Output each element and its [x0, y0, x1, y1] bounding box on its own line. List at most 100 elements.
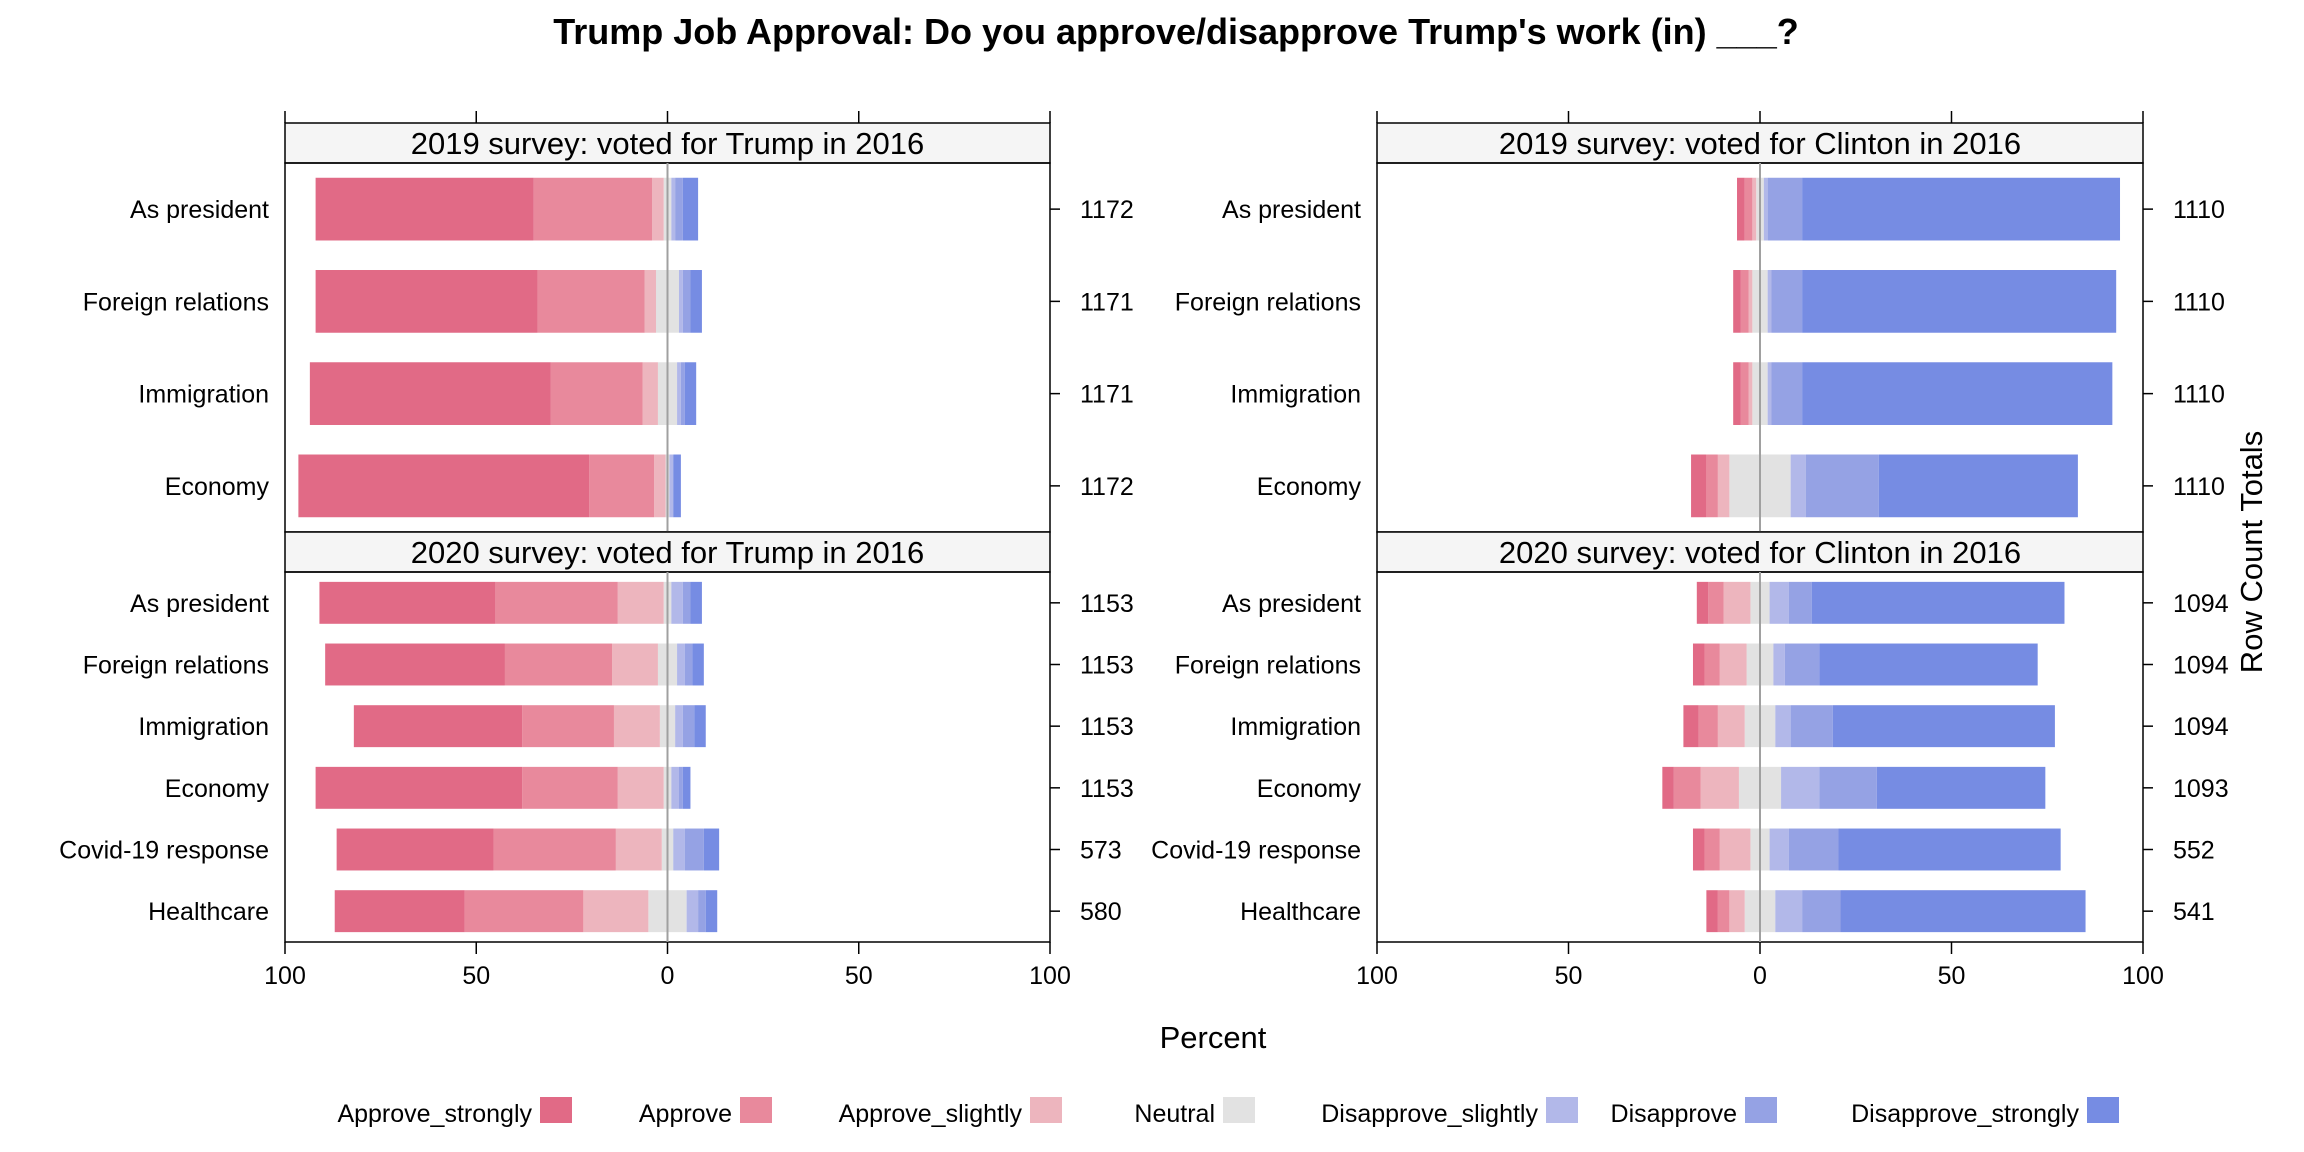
- x-tick-label: 50: [462, 962, 490, 990]
- bar-segment-approve-strongly: [1733, 362, 1741, 425]
- bar-segment-approve: [1740, 362, 1749, 425]
- bar-segment-approve: [550, 362, 643, 425]
- bar-segment-approve-strongly: [1733, 270, 1741, 333]
- bar-segment-disapprove-slightly: [1763, 177, 1768, 241]
- bar-segment-disapprove-strongly: [682, 766, 691, 809]
- bar-segment-disapprove: [1767, 177, 1803, 241]
- bar-segment-disapprove: [1788, 828, 1839, 871]
- bar-segment-disapprove-strongly: [690, 270, 702, 333]
- x-tick-label: 0: [661, 962, 675, 990]
- bar-segment-approve-strongly: [1692, 828, 1705, 871]
- bar-segment-disapprove-slightly: [1769, 828, 1789, 871]
- bar-segment-approve-slightly: [1719, 643, 1747, 686]
- panel-strip-label: 2020 survey: voted for Trump in 2016: [411, 535, 925, 570]
- bar-segment-approve: [1698, 705, 1718, 748]
- bar-segment-approve-slightly: [612, 643, 658, 686]
- bar-segment-approve-slightly: [613, 705, 660, 748]
- bar-segment-approve-slightly: [1752, 177, 1757, 241]
- bar-segment-approve-strongly: [334, 890, 465, 933]
- bar-segment-disapprove-strongly: [1878, 454, 2078, 518]
- bar-segment-approve-strongly: [1696, 581, 1709, 624]
- panel-1: 2019 survey: voted for Trump in 2016 As p…: [83, 111, 1134, 533]
- category-label: Covid-19 response: [59, 837, 269, 865]
- row-total-label: 573: [1080, 837, 1122, 865]
- bar-segment-disapprove-slightly: [686, 890, 699, 933]
- bar-segment-disapprove-slightly: [1769, 581, 1789, 624]
- row-total-label: 1171: [1080, 381, 1134, 409]
- bar-segment-approve: [1744, 177, 1753, 241]
- bar-segment-disapprove-strongly: [682, 177, 699, 241]
- panel-strip-label: 2019 survey: voted for Clinton in 2016: [1499, 126, 2021, 161]
- bar-segment-approve-strongly: [1662, 766, 1674, 809]
- bar-segment-disapprove-strongly: [1876, 766, 2046, 809]
- bar-segment-disapprove-strongly: [1838, 828, 2061, 871]
- bar-segment-approve: [1673, 766, 1701, 809]
- panels: 2019 survey: voted for Trump in 2016 As p…: [59, 111, 2229, 990]
- chart-title: Trump Job Approval: Do you approve/disap…: [553, 11, 1798, 52]
- legend-swatch: [740, 1097, 772, 1123]
- bar-segment-disapprove-slightly: [675, 705, 683, 748]
- category-label: Economy: [1257, 775, 1362, 803]
- x-tick-label: 100: [1356, 962, 1398, 990]
- bar-segment-approve: [537, 270, 645, 333]
- bar-segment-disapprove-slightly: [677, 362, 681, 425]
- x-axis-title: Percent: [1160, 1020, 1267, 1055]
- bar-segment-approve: [495, 581, 618, 624]
- category-label: Foreign relations: [83, 288, 269, 316]
- bar-segment-approve-slightly: [642, 362, 658, 425]
- legend-label: Disapprove: [1611, 1100, 1737, 1128]
- bar-segment-approve-strongly: [1683, 705, 1699, 748]
- bar-segment-approve-slightly: [583, 890, 649, 933]
- bar-segment-approve-strongly: [1737, 177, 1745, 241]
- legend-swatch: [1030, 1097, 1062, 1123]
- bar-segment-disapprove: [684, 828, 704, 871]
- row-total-label: 1172: [1080, 196, 1134, 224]
- bar-segment-disapprove-strongly: [692, 643, 704, 686]
- row-total-label: 580: [1080, 898, 1122, 926]
- bar-segment-approve-slightly: [1719, 828, 1751, 871]
- bar-segment-disapprove-strongly: [1832, 705, 2055, 748]
- bar-segment-disapprove: [1805, 454, 1879, 518]
- bar-segment-disapprove: [1771, 270, 1803, 333]
- bar-segment-disapprove-slightly: [677, 643, 685, 686]
- bar-segment-approve-slightly: [617, 581, 664, 624]
- bar-segment-disapprove-strongly: [673, 454, 681, 518]
- bar-segment-approve-slightly: [1748, 362, 1753, 425]
- category-label: Economy: [165, 473, 270, 501]
- panel-3: 2020 survey: voted for Trump in 2016 As p…: [59, 531, 1134, 990]
- bar-segment-disapprove-strongly: [1811, 581, 2065, 624]
- category-label: Economy: [1257, 473, 1362, 501]
- category-label: As president: [1222, 590, 1361, 618]
- bar-segment-disapprove-slightly: [1775, 890, 1803, 933]
- bar-segment-approve: [522, 766, 618, 809]
- bar-segment-approve-slightly: [644, 270, 657, 333]
- row-total-label: 1110: [2173, 473, 2225, 501]
- panel-strip: [1376, 122, 2144, 164]
- bar-segment-disapprove-slightly: [1767, 270, 1772, 333]
- bar-segment-approve-strongly: [1691, 454, 1707, 518]
- bar-segment-disapprove-strongly: [1802, 362, 2113, 425]
- legend-label: Approve: [639, 1100, 732, 1128]
- x-tick-label: 0: [1753, 962, 1767, 990]
- bar-segment-disapprove: [682, 705, 695, 748]
- bar-segment-disapprove-slightly: [669, 454, 674, 518]
- row-total-label: 1153: [1080, 713, 1134, 741]
- bar-segment-disapprove: [1819, 766, 1877, 809]
- category-label: Economy: [165, 775, 270, 803]
- bar-segment-disapprove-strongly: [705, 890, 718, 933]
- bar-segment-approve: [1740, 270, 1749, 333]
- bar-segment-approve-strongly: [353, 705, 523, 748]
- x-tick-label: 100: [1029, 962, 1071, 990]
- bar-segment-disapprove: [1790, 705, 1833, 748]
- bar-segment-disapprove-slightly: [1790, 454, 1806, 518]
- legend-label: Disapprove_slightly: [1321, 1100, 1538, 1128]
- row-total-label: 1171: [1080, 288, 1134, 316]
- bar-segment-disapprove-strongly: [1802, 270, 2117, 333]
- legend-label: Approve_strongly: [337, 1100, 532, 1128]
- bar-segment-disapprove: [1788, 581, 1812, 624]
- bar-segment-disapprove-strongly: [690, 581, 702, 624]
- category-label: Foreign relations: [83, 652, 269, 680]
- x-tick-label: 50: [1938, 962, 1966, 990]
- bar-segment-disapprove: [1802, 890, 1841, 933]
- bar-segment-disapprove-slightly: [1781, 766, 1820, 809]
